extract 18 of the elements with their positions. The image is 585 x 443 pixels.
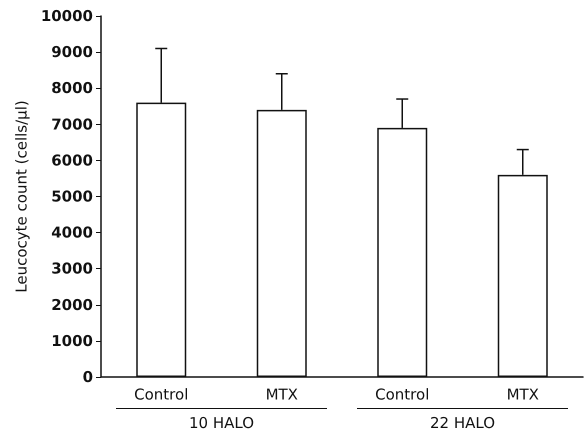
y-tick-label: 9000 bbox=[51, 43, 93, 62]
x-tick-label: MTX bbox=[506, 386, 539, 404]
y-tick-label: 1000 bbox=[51, 332, 93, 350]
y-axis-title: Leucocyte count (cells/μl) bbox=[12, 100, 30, 293]
y-tick-label: 5000 bbox=[51, 188, 93, 206]
x-tick-label: Control bbox=[134, 386, 188, 404]
y-tick-label: 4000 bbox=[51, 224, 93, 242]
y-tick-label: 2000 bbox=[51, 296, 93, 314]
y-tick-label: 0 bbox=[82, 368, 93, 386]
y-tick-label: 10000 bbox=[40, 7, 93, 25]
y-tick-label: 3000 bbox=[51, 260, 93, 278]
x-tick-label: MTX bbox=[266, 386, 298, 404]
y-tick-label: 6000 bbox=[51, 151, 93, 170]
y-tick-label: 8000 bbox=[51, 79, 93, 98]
x-tick-label: Control bbox=[375, 386, 430, 404]
y-tick-label: 7000 bbox=[51, 115, 93, 134]
text: 10 HALO bbox=[188, 414, 256, 432]
text: 22 HALO bbox=[428, 414, 496, 432]
